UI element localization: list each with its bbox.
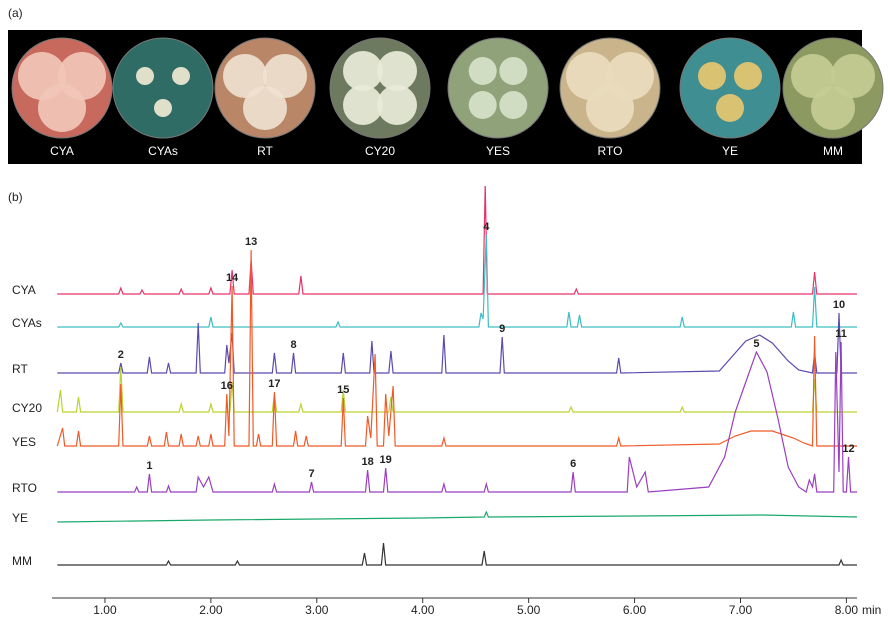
peak-label: 13 — [245, 236, 257, 248]
plate-label: YES — [486, 144, 510, 158]
colony — [263, 54, 307, 98]
chromatograms: 1.00 2.00 3.00 4.00 5.00 6.00 7.00 8.00 min CYA CY… — [12, 186, 881, 617]
colony — [831, 54, 875, 98]
peak-label: 17 — [268, 378, 280, 390]
colony — [38, 84, 86, 132]
colony — [499, 91, 528, 119]
trace — [57, 234, 857, 328]
colony — [698, 62, 726, 90]
plate — [329, 37, 431, 139]
x-tick-label: 7.00 — [729, 603, 753, 617]
panel-label: (b) — [8, 190, 23, 204]
x-tick-label: 5.00 — [517, 603, 541, 617]
peak-label: 9 — [499, 323, 505, 335]
peak-label: 1 — [146, 460, 152, 472]
colony — [243, 86, 287, 130]
trace — [57, 510, 858, 523]
colony — [716, 94, 744, 122]
colony — [811, 86, 855, 130]
peak-label: 4 — [483, 221, 490, 233]
peak-label: 11 — [835, 328, 847, 340]
x-tick-label: 2.00 — [199, 603, 223, 617]
colony — [586, 84, 634, 132]
x-tick-label: 4.00 — [411, 603, 435, 617]
x-tick-label: 1.00 — [93, 603, 117, 617]
peak-label: 12 — [842, 443, 854, 455]
plate — [447, 37, 549, 139]
trace-label: RT — [12, 362, 28, 376]
trace-label: YES — [12, 435, 36, 449]
colony — [343, 51, 383, 91]
x-tick-label: 6.00 — [623, 603, 647, 617]
colony — [734, 62, 762, 90]
peak-label: 19 — [380, 454, 392, 466]
peak-label: 10 — [833, 299, 845, 311]
colony — [791, 54, 835, 98]
plate-label: YE — [722, 144, 738, 158]
peak-label: 14 — [226, 272, 239, 284]
colony — [223, 54, 267, 98]
panel-label: (a) — [8, 6, 23, 20]
trace — [57, 542, 857, 566]
colony — [136, 67, 154, 85]
plate — [679, 37, 781, 139]
plate-label: CYA — [50, 144, 74, 158]
colony — [343, 85, 383, 125]
x-tick-label: 3.00 — [305, 603, 329, 617]
colony — [468, 57, 497, 85]
trace — [57, 312, 857, 374]
colony — [154, 99, 172, 117]
peak-label: 7 — [308, 468, 314, 480]
trace-label: CYA — [12, 283, 36, 297]
colony — [499, 57, 528, 85]
plate — [112, 37, 214, 139]
trace-label: RTO — [12, 481, 37, 495]
trace-label: MM — [12, 554, 32, 568]
trace-label: YE — [12, 511, 28, 525]
peak-label: 18 — [362, 456, 374, 468]
peak-label: 6 — [570, 458, 576, 470]
plate-label: CY20 — [365, 144, 395, 158]
x-tick-label: 8.00 — [835, 603, 859, 617]
x-axis-label: min — [862, 603, 881, 617]
plate-label: CYAs — [148, 144, 178, 158]
colony — [468, 91, 497, 119]
peak-label: 8 — [290, 339, 296, 351]
trace — [56, 249, 857, 447]
plate-label: RTO — [598, 144, 623, 158]
peak-label: 16 — [221, 380, 233, 392]
trace — [57, 341, 857, 493]
plates: CYA CYAs RT CY20 YES RTO YE MM — [11, 37, 884, 158]
colony — [377, 51, 417, 91]
peak-label: 15 — [337, 384, 349, 396]
trace-label: CY20 — [12, 401, 42, 415]
trace — [56, 366, 857, 413]
colony — [377, 85, 417, 125]
plate-label: RT — [257, 144, 273, 158]
plate-label: MM — [823, 144, 843, 158]
traces — [56, 186, 858, 566]
colony — [172, 67, 190, 85]
peak-label: 2 — [118, 349, 124, 361]
peak-label: 5 — [753, 338, 759, 350]
trace — [57, 186, 857, 295]
trace-label: CYAs — [12, 316, 42, 330]
